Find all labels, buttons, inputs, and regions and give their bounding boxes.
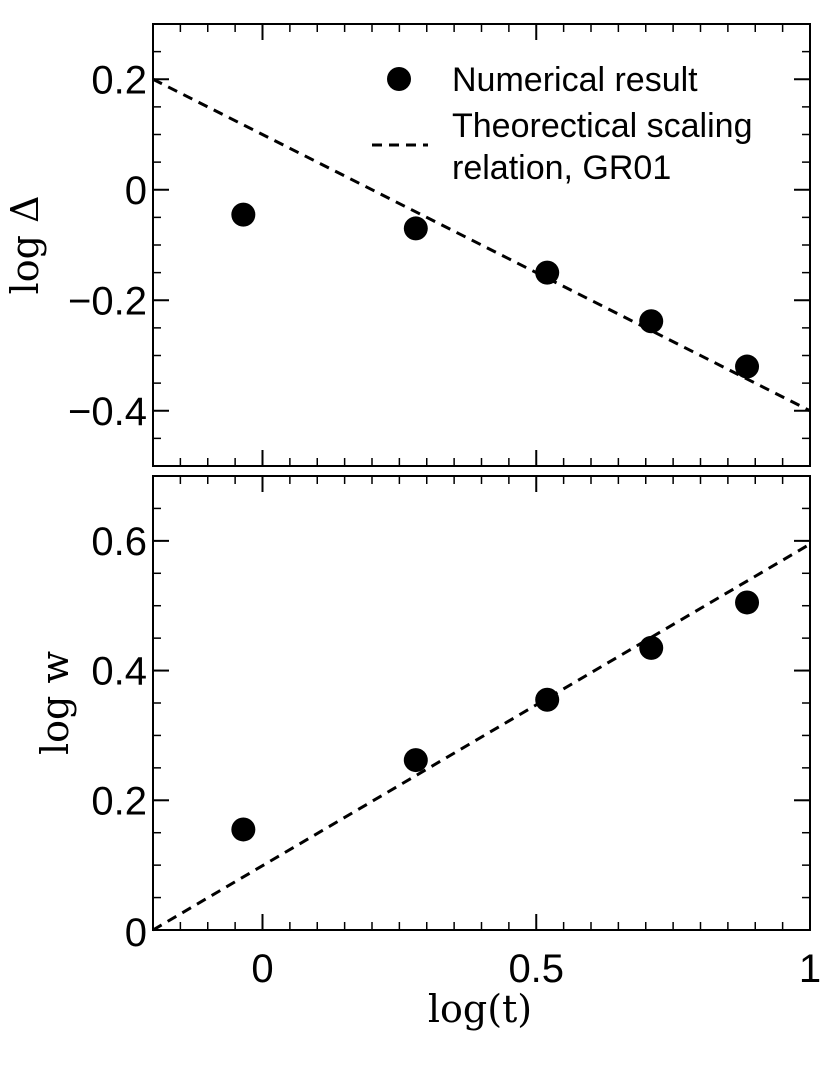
legend-label-theory-cont: relation, GR01	[452, 149, 671, 187]
panel-log-w: 0 0.2 0.4 0.6 0 0.5 1 log w log(t)	[33, 475, 821, 1031]
bottom-data-points	[231, 590, 760, 842]
top-y-tick-label: −0.2	[68, 279, 147, 323]
bottom-y-tick-label: 0.6	[91, 520, 147, 564]
data-point	[639, 309, 664, 334]
top-y-axis-label: log Δ	[3, 196, 47, 295]
bottom-y-tick-label: 0.4	[91, 650, 147, 694]
bottom-y-tick-label: 0	[125, 911, 147, 955]
data-point	[231, 817, 256, 842]
data-point	[735, 354, 760, 379]
x-tick-labels: 0 0.5 1	[251, 947, 821, 991]
legend-marker-numerical	[387, 67, 411, 91]
data-point	[231, 202, 256, 227]
bottom-plot-frame	[152, 475, 811, 931]
x-tick-label: 0	[251, 947, 273, 991]
legend-label-theory: Theorectical scaling	[452, 107, 752, 145]
data-point	[403, 748, 428, 773]
bottom-y-axis-label: log w	[33, 651, 77, 755]
data-point	[639, 635, 664, 660]
bottom-y-tick-labels: 0 0.2 0.4 0.6	[91, 520, 147, 955]
top-theory-line	[152, 77, 811, 413]
data-point	[535, 687, 560, 712]
x-tick-label: 1	[799, 947, 821, 991]
bottom-theory-line	[152, 542, 811, 932]
data-point	[735, 590, 760, 615]
legend-label-numerical: Numerical result	[452, 61, 698, 99]
x-tick-label: 0.5	[508, 947, 564, 991]
x-axis-label: log(t)	[428, 987, 532, 1031]
legend: Numerical result Theorectical scaling re…	[372, 61, 752, 187]
top-y-tick-label: 0	[125, 169, 147, 213]
top-y-tick-label: −0.4	[68, 390, 147, 434]
bottom-y-tick-label: 0.2	[91, 779, 147, 823]
data-point	[535, 260, 560, 285]
bottom-minor-ticks	[152, 475, 811, 931]
top-y-tick-labels: 0.2 0 −0.2 −0.4	[68, 58, 147, 434]
top-major-ticks	[153, 24, 811, 466]
panel-log-delta: 0.2 0 −0.2 −0.4 log Δ Numerical result T…	[3, 23, 811, 467]
data-point	[403, 216, 428, 241]
top-y-tick-label: 0.2	[91, 58, 147, 102]
top-data-points	[231, 202, 760, 379]
bottom-major-ticks	[153, 476, 811, 931]
